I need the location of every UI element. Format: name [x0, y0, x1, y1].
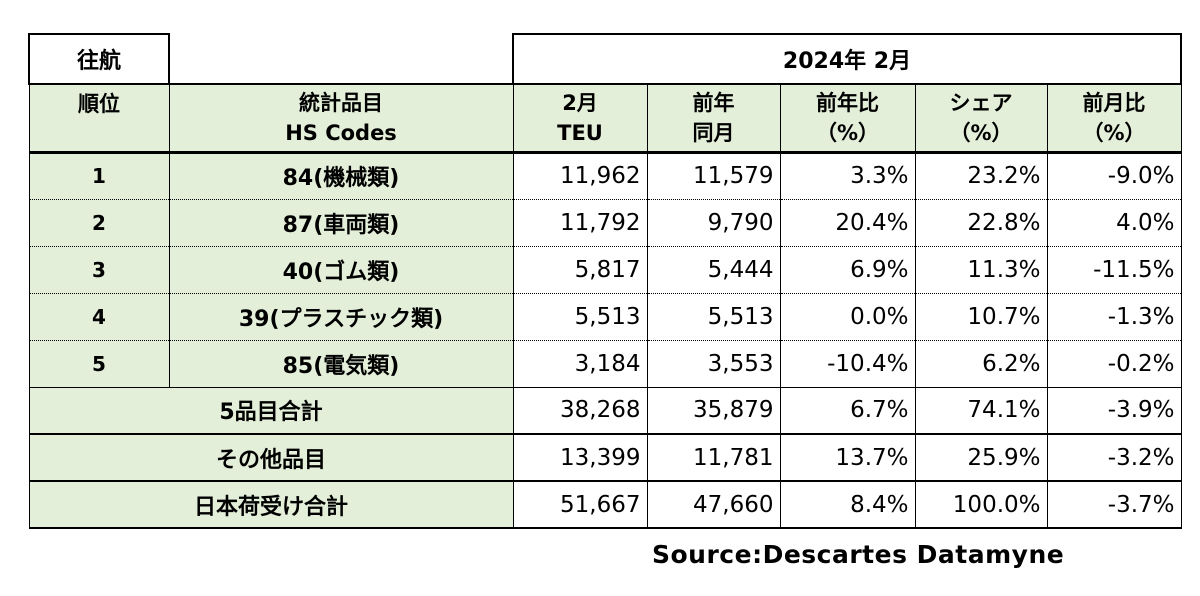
item-cell: 40(ゴム類) — [168, 246, 514, 294]
yoy-cell: 0.0% — [779, 293, 916, 341]
share-cell: 10.7% — [914, 293, 1048, 341]
share-cell: 25.9% — [914, 434, 1048, 482]
mom-header-line1: 前月比 — [1082, 90, 1146, 115]
source-note: Source:Descartes Datamyne — [652, 540, 1065, 569]
header-row: 順位 統計品目 HS Codes 2月 TEU 前年 同月 前年比 （%） シェ… — [28, 83, 1182, 154]
item-header-line2: HS Codes — [285, 120, 397, 145]
teu-cell: 38,268 — [512, 387, 648, 435]
item-cell: 84(機械類) — [168, 152, 514, 200]
title-row: 往航 2024年 2月 — [28, 33, 1182, 85]
prev-cell: 3,553 — [646, 340, 781, 388]
prev-cell: 11,579 — [646, 152, 781, 200]
item-header-line1: 統計品目 — [299, 90, 383, 115]
mom-header: 前月比 （%） — [1046, 83, 1182, 154]
share-cell: 6.2% — [914, 340, 1048, 388]
table-row: 2 87(車両類) 11,792 9,790 20.4% 22.8% 4.0% — [28, 199, 1182, 247]
teu-header-line2: TEU — [557, 120, 603, 145]
share-cell: 74.1% — [914, 387, 1048, 435]
total-row: 日本荷受け合計 51,667 47,660 8.4% 100.0% -3.7% — [28, 481, 1182, 529]
share-cell: 11.3% — [914, 246, 1048, 294]
yoy-cell: 8.4% — [779, 481, 916, 529]
prev-cell: 35,879 — [646, 387, 781, 435]
prev-cell: 9,790 — [646, 199, 781, 247]
share-header-line1: シェア — [949, 90, 1013, 115]
prev-header: 前年 同月 — [646, 83, 781, 154]
share-cell: 22.8% — [914, 199, 1048, 247]
share-cell: 23.2% — [914, 152, 1048, 200]
item-cell: 87(車両類) — [168, 199, 514, 247]
mom-header-line2: （%） — [1082, 120, 1146, 145]
summary-label: 5品目合計 — [28, 387, 514, 435]
rank-cell: 1 — [28, 152, 170, 200]
teu-cell: 5,513 — [512, 293, 648, 341]
prev-cell: 5,513 — [646, 293, 781, 341]
direction-label: 往航 — [28, 33, 170, 85]
mom-cell: -0.2% — [1046, 340, 1182, 388]
mom-cell: -3.9% — [1046, 387, 1182, 435]
item-cell: 85(電気類) — [168, 340, 514, 388]
teu-cell: 51,667 — [512, 481, 648, 529]
prev-cell: 5,444 — [646, 246, 781, 294]
mom-cell: 4.0% — [1046, 199, 1182, 247]
prev-header-line2: 同月 — [692, 120, 735, 145]
mom-cell: -9.0% — [1046, 152, 1182, 200]
yoy-cell: 3.3% — [779, 152, 916, 200]
item-cell: 39(プラスチック類) — [168, 293, 514, 341]
yoy-cell: 6.7% — [779, 387, 916, 435]
trade-statistics-table: 往航 2024年 2月 順位 統計品目 HS Codes 2月 TEU 前年 同… — [28, 33, 1182, 529]
teu-cell: 11,962 — [512, 152, 648, 200]
item-header: 統計品目 HS Codes — [168, 83, 514, 154]
total-label: 日本荷受け合計 — [28, 481, 514, 529]
prev-header-line1: 前年 — [692, 90, 735, 115]
teu-cell: 13,399 — [512, 434, 648, 482]
table-row: 1 84(機械類) 11,962 11,579 3.3% 23.2% -9.0% — [28, 152, 1182, 200]
yoy-cell: -10.4% — [779, 340, 916, 388]
yoy-header: 前年比 （%） — [779, 83, 916, 154]
summary-label: その他品目 — [28, 434, 514, 482]
teu-cell: 11,792 — [512, 199, 648, 247]
teu-cell: 5,817 — [512, 246, 648, 294]
share-cell: 100.0% — [914, 481, 1048, 529]
summary-row: その他品目 13,399 11,781 13.7% 25.9% -3.2% — [28, 434, 1182, 482]
prev-cell: 11,781 — [646, 434, 781, 482]
teu-header-line1: 2月 — [562, 90, 598, 115]
mom-cell: -1.3% — [1046, 293, 1182, 341]
yoy-cell: 6.9% — [779, 246, 916, 294]
trade-table-container: 往航 2024年 2月 順位 統計品目 HS Codes 2月 TEU 前年 同… — [28, 33, 1182, 529]
yoy-cell: 20.4% — [779, 199, 916, 247]
mom-cell: -3.7% — [1046, 481, 1182, 529]
yoy-header-line1: 前年比 — [816, 90, 879, 115]
yoy-cell: 13.7% — [779, 434, 916, 482]
mom-cell: -3.2% — [1046, 434, 1182, 482]
mom-cell: -11.5% — [1046, 246, 1182, 294]
rank-cell: 3 — [28, 246, 170, 294]
table-row: 5 85(電気類) 3,184 3,553 -10.4% 6.2% -0.2% — [28, 340, 1182, 388]
table-row: 4 39(プラスチック類) 5,513 5,513 0.0% 10.7% -1.… — [28, 293, 1182, 341]
yoy-header-line2: （%） — [815, 120, 880, 145]
title-spacer — [169, 34, 513, 84]
rank-cell: 2 — [28, 199, 170, 247]
teu-cell: 3,184 — [512, 340, 648, 388]
period-label: 2024年 2月 — [512, 33, 1182, 85]
share-header: シェア （%） — [914, 83, 1048, 154]
table-row: 3 40(ゴム類) 5,817 5,444 6.9% 11.3% -11.5% — [28, 246, 1182, 294]
teu-header: 2月 TEU — [512, 83, 648, 154]
rank-cell: 4 — [28, 293, 170, 341]
share-header-line2: （%） — [949, 120, 1013, 145]
rank-cell: 5 — [28, 340, 170, 388]
rank-header-text: 順位 — [78, 92, 120, 116]
prev-cell: 47,660 — [646, 481, 781, 529]
rank-header: 順位 — [28, 83, 170, 154]
summary-row: 5品目合計 38,268 35,879 6.7% 74.1% -3.9% — [28, 387, 1182, 435]
